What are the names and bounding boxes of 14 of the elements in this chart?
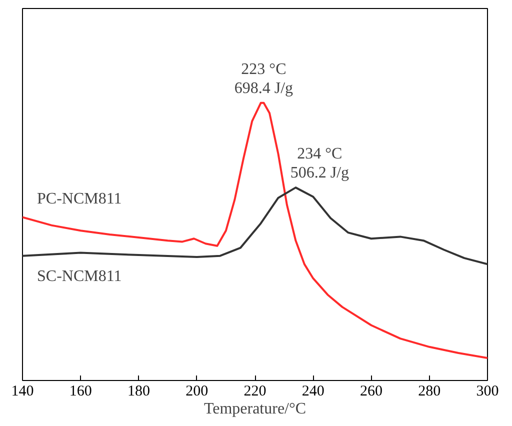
annotation: 223 °C 698.4 J/g: [234, 60, 294, 97]
x-tick-label: 200: [186, 384, 208, 400]
x-tick-label: 140: [11, 384, 34, 400]
x-axis-title: Temperature/°C: [204, 400, 306, 418]
x-tick-label: 180: [128, 384, 150, 400]
series-label: PC-NCM811: [37, 190, 122, 208]
x-tick-label: 220: [244, 384, 266, 400]
x-tick-label: 280: [418, 384, 441, 400]
x-tick-label: 160: [69, 384, 92, 400]
annotation: 234 °C 506.2 J/g: [290, 146, 350, 182]
x-tick-label: 260: [360, 384, 382, 400]
x-tick-label: 300: [476, 384, 499, 400]
series-label: SC-NCM811: [37, 268, 122, 285]
x-tick-label: 240: [302, 384, 324, 400]
